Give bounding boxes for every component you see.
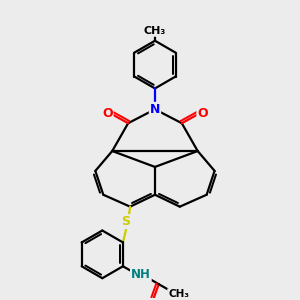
Text: O: O bbox=[197, 107, 208, 120]
Text: S: S bbox=[121, 215, 130, 228]
Text: NH: NH bbox=[131, 268, 151, 281]
Text: O: O bbox=[102, 107, 112, 120]
Text: N: N bbox=[150, 103, 160, 116]
Text: CH₃: CH₃ bbox=[144, 26, 166, 36]
Text: CH₃: CH₃ bbox=[168, 289, 189, 299]
